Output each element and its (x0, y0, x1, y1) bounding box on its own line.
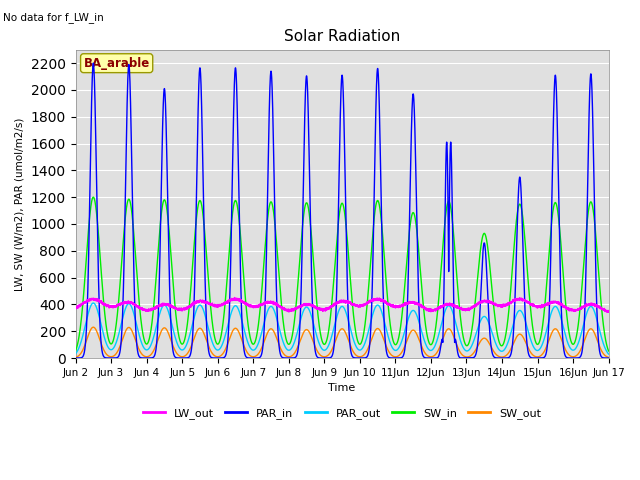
Line: LW_out: LW_out (76, 298, 609, 312)
SW_out (324, 352, 332, 358)
Title: Solar Radiation: Solar Radiation (284, 29, 400, 44)
LW_out (461, 306, 469, 312)
Text: BA_arable: BA_arable (84, 57, 150, 70)
SW_out (90, 324, 97, 330)
SW_in (90, 194, 97, 200)
PAR_in (476, 301, 484, 307)
PAR_in (576, 355, 584, 360)
LW_out (605, 308, 612, 314)
Legend: LW_out, PAR_in, PAR_out, SW_in, SW_out: LW_out, PAR_in, PAR_out, SW_in, SW_out (138, 404, 546, 423)
PAR_in (461, 355, 469, 361)
SW_out (582, 333, 590, 338)
SW_out (476, 339, 484, 345)
PAR_out (324, 344, 332, 350)
Line: PAR_in: PAR_in (76, 63, 609, 358)
Line: SW_in: SW_in (76, 197, 609, 351)
LW_out (324, 305, 332, 311)
PAR_out (576, 336, 584, 342)
SW_in (253, 333, 260, 338)
SW_out (72, 354, 79, 360)
SW_in (582, 229, 590, 235)
SW_out (253, 353, 260, 359)
SW_in (605, 348, 612, 354)
PAR_out (72, 351, 79, 357)
LW_out (253, 303, 260, 309)
PAR_out (90, 300, 97, 306)
PAR_out (582, 312, 590, 318)
Line: PAR_out: PAR_out (76, 303, 609, 354)
LW_out (582, 303, 590, 309)
SW_in (476, 249, 484, 254)
Line: SW_out: SW_out (76, 327, 609, 358)
LW_out (604, 309, 612, 315)
PAR_in (90, 60, 97, 66)
LW_out (476, 300, 484, 305)
PAR_out (476, 319, 484, 324)
SW_in (576, 310, 584, 316)
PAR_in (72, 355, 79, 361)
PAR_in (253, 355, 260, 361)
Text: No data for f_LW_in: No data for f_LW_in (3, 12, 104, 23)
PAR_in (605, 355, 612, 361)
PAR_in (582, 253, 590, 259)
LW_out (576, 306, 584, 312)
SW_in (461, 341, 469, 347)
SW_out (461, 354, 469, 360)
PAR_in (463, 355, 470, 361)
PAR_out (253, 344, 260, 350)
PAR_out (605, 351, 612, 357)
PAR_in (324, 355, 332, 361)
LW_out (72, 304, 79, 310)
Y-axis label: LW, SW (W/m2), PAR (umol/m2/s): LW, SW (W/m2), PAR (umol/m2/s) (15, 117, 25, 290)
PAR_out (461, 348, 469, 353)
SW_in (324, 333, 332, 338)
X-axis label: Time: Time (328, 383, 356, 393)
SW_out (605, 355, 612, 360)
SW_in (72, 348, 79, 354)
LW_out (230, 295, 238, 300)
SW_out (576, 349, 584, 355)
